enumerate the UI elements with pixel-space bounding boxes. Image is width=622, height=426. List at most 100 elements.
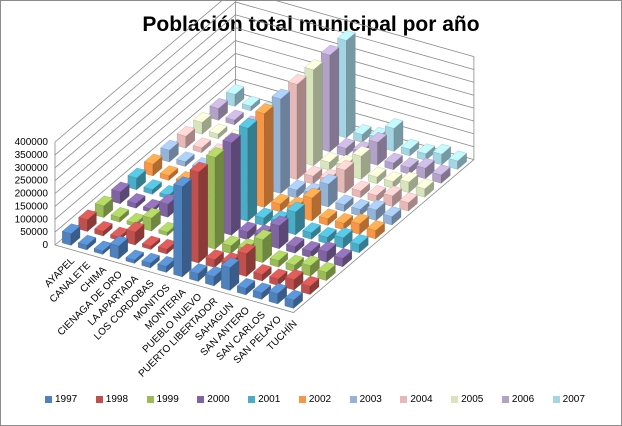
- bar: [77, 234, 97, 251]
- bar-top: [160, 139, 179, 151]
- legend-swatch: [298, 396, 306, 403]
- bar-top: [317, 241, 337, 252]
- bar: [336, 138, 356, 157]
- bar: [252, 282, 272, 300]
- bar: [350, 213, 370, 235]
- bar: [189, 161, 209, 264]
- bar: [206, 147, 225, 250]
- bar-top: [176, 126, 196, 137]
- bar: [448, 150, 467, 170]
- bar-top: [318, 227, 337, 238]
- bar-top: [241, 95, 261, 107]
- bar-top: [432, 164, 451, 176]
- bar-top: [78, 209, 97, 220]
- bar: [368, 132, 387, 166]
- bar-top: [399, 192, 418, 203]
- bar-top: [382, 206, 402, 217]
- bar-top: [367, 185, 386, 196]
- bar: [284, 289, 303, 309]
- bar: [301, 255, 320, 277]
- bar: [367, 199, 386, 221]
- bar-top: [334, 213, 354, 224]
- bar: [143, 153, 163, 177]
- bar-side: [313, 61, 323, 167]
- bar-top: [125, 249, 144, 261]
- bar-top: [127, 167, 146, 179]
- bar-top: [383, 185, 402, 197]
- y-tick-label: 250000: [15, 176, 49, 187]
- bar-top: [432, 143, 452, 155]
- bar-top: [351, 180, 371, 192]
- bar-top: [335, 159, 355, 171]
- bar: [157, 256, 176, 273]
- bar: [253, 229, 273, 263]
- bar: [220, 257, 240, 291]
- bar: [384, 118, 404, 152]
- bar-top: [111, 181, 130, 193]
- bar-top: [351, 199, 370, 210]
- bar-top: [61, 223, 81, 234]
- bar-top: [222, 132, 241, 144]
- bar-top: [94, 195, 114, 207]
- bar-side: [346, 32, 356, 139]
- bar: [333, 248, 353, 268]
- legend-item: 2000: [197, 394, 230, 405]
- bar: [416, 143, 436, 161]
- bar-top: [209, 123, 228, 135]
- bar: [238, 117, 258, 222]
- bar-top: [238, 221, 257, 233]
- bar-side: [247, 120, 258, 222]
- y-tick-label: 100000: [15, 214, 49, 225]
- legend-item: 1998: [95, 394, 128, 405]
- legend: 1997 1998 1999 2000 2001 2002 2003 2004 2005 2006…: [45, 394, 585, 405]
- legend-item: 2003: [349, 394, 382, 405]
- bar-top: [334, 227, 353, 238]
- bar-top: [333, 248, 353, 259]
- legend-item: 1999: [146, 394, 179, 405]
- bar-top: [94, 221, 113, 232]
- bar: [302, 222, 321, 240]
- bar: [255, 103, 274, 208]
- y-tick-label: 300000: [15, 163, 49, 174]
- bar-top: [143, 153, 163, 165]
- bar: [225, 109, 244, 126]
- bar-top: [353, 124, 372, 135]
- bar-side: [296, 76, 307, 180]
- legend-item: 1997: [45, 394, 77, 405]
- bar: [205, 266, 224, 287]
- legend-item: 2001: [248, 394, 280, 405]
- bar-top: [399, 171, 419, 183]
- bar: [78, 209, 97, 232]
- bar-top: [109, 235, 129, 247]
- bar: [238, 221, 257, 241]
- bar: [304, 59, 323, 167]
- bar-top: [269, 250, 289, 261]
- legend-item: 2007: [552, 394, 585, 405]
- bar-top: [189, 263, 208, 274]
- bar: [125, 249, 144, 264]
- bar-top: [366, 220, 385, 231]
- bar-front: [173, 184, 183, 278]
- legend-swatch: [552, 396, 560, 403]
- bar-top: [301, 240, 321, 252]
- chart-title: Población total municipal por año: [142, 13, 480, 36]
- bar-top: [206, 147, 225, 158]
- bar-top: [193, 112, 212, 123]
- bar-side: [182, 178, 192, 278]
- bar-top: [350, 234, 369, 245]
- bar: [400, 138, 420, 157]
- bar-top: [189, 161, 209, 173]
- bar: [253, 264, 272, 282]
- bar-top: [285, 254, 304, 266]
- bar-top: [271, 88, 291, 100]
- bar-top: [271, 193, 290, 205]
- legend-label: 2006: [511, 394, 535, 405]
- bar: [351, 199, 370, 217]
- bar: [287, 179, 306, 199]
- bar: [318, 208, 338, 226]
- bar: [209, 98, 228, 121]
- legend-swatch: [146, 396, 154, 403]
- bar-top: [368, 166, 387, 178]
- bar: [337, 30, 356, 139]
